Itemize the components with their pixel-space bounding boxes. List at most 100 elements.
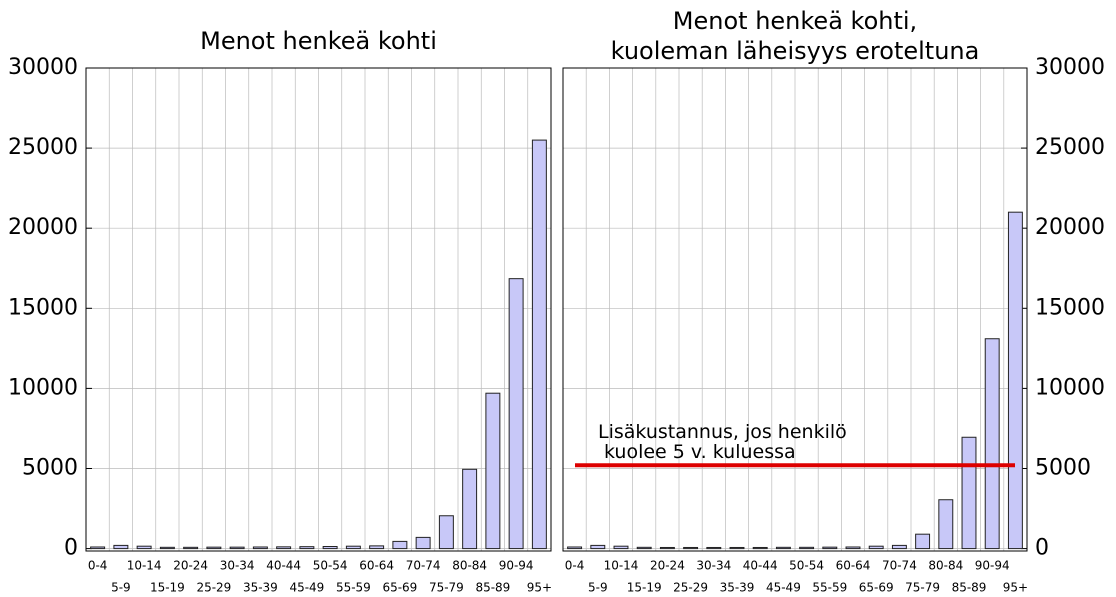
bar xyxy=(845,546,861,550)
bar xyxy=(415,536,431,550)
x-tick-label: 0-4 xyxy=(565,559,585,573)
x-tick-label: 45-49 xyxy=(766,581,801,595)
bar xyxy=(531,139,547,550)
bar xyxy=(961,436,977,550)
x-tick-label: 60-64 xyxy=(359,559,394,573)
bar xyxy=(729,546,745,550)
y-tick-label: 25000 xyxy=(1035,135,1105,160)
x-tick-label: 95+ xyxy=(1003,581,1028,595)
y-tick-label: 5000 xyxy=(22,455,78,480)
x-tick-label: 95+ xyxy=(527,581,552,595)
bar xyxy=(159,546,175,550)
x-tick-label: 40-44 xyxy=(743,559,778,573)
plot-frame xyxy=(562,67,1028,552)
x-tick-label: 20-24 xyxy=(650,559,685,573)
bar xyxy=(984,338,1000,550)
bar xyxy=(438,515,454,550)
x-tick-label: 30-34 xyxy=(220,559,255,573)
bar xyxy=(891,544,907,550)
x-tick-label: 5-9 xyxy=(111,581,131,595)
bar xyxy=(322,546,338,550)
x-tick-label: 90-94 xyxy=(499,559,534,573)
bar xyxy=(938,499,954,550)
x-tick-label: 20-24 xyxy=(173,559,208,573)
y-tick-label: 10000 xyxy=(1035,375,1105,400)
x-tick-label: 15-19 xyxy=(627,581,662,595)
bar xyxy=(229,546,245,550)
x-tick-label: 65-69 xyxy=(859,581,894,595)
bar xyxy=(1007,211,1023,550)
bar xyxy=(752,546,768,550)
y-tick-label: 15000 xyxy=(8,295,78,320)
bar xyxy=(113,544,129,550)
bar xyxy=(868,545,884,550)
bar xyxy=(136,545,152,550)
bar xyxy=(345,545,361,550)
x-tick-label: 50-54 xyxy=(313,559,348,573)
x-tick-label: 55-59 xyxy=(812,581,847,595)
y-tick-label: 20000 xyxy=(1035,215,1105,240)
x-tick-label: 5-9 xyxy=(588,581,608,595)
bar xyxy=(462,468,478,550)
y-tick-label: 0 xyxy=(64,536,78,561)
y-tick-label: 10000 xyxy=(8,375,78,400)
x-tick-label: 75-79 xyxy=(429,581,464,595)
bar xyxy=(567,546,583,550)
y-tick-label: 30000 xyxy=(1035,55,1105,80)
x-tick-label: 70-74 xyxy=(406,559,441,573)
bar xyxy=(508,278,524,550)
bar xyxy=(369,545,385,550)
bar xyxy=(683,546,699,550)
x-tick-label: 45-49 xyxy=(289,581,324,595)
bar xyxy=(636,546,652,550)
bar xyxy=(183,546,199,550)
bar xyxy=(799,546,815,550)
bar xyxy=(822,546,838,550)
bar xyxy=(775,546,791,550)
bar xyxy=(659,546,675,550)
chart-title: kuoleman läheisyys eroteltuna xyxy=(611,37,980,65)
annotation: kuolee 5 v. kuluessa xyxy=(604,441,796,463)
chart-title: Menot henkeä kohti, xyxy=(673,7,917,35)
bar xyxy=(206,546,222,550)
y-tick-label: 25000 xyxy=(8,135,78,160)
x-tick-label: 50-54 xyxy=(789,559,824,573)
bar xyxy=(252,546,268,550)
x-tick-label: 75-79 xyxy=(905,581,940,595)
x-tick-label: 35-39 xyxy=(720,581,755,595)
bar xyxy=(706,546,722,550)
x-tick-label: 55-59 xyxy=(336,581,371,595)
x-tick-label: 80-84 xyxy=(928,559,963,573)
x-tick-label: 25-29 xyxy=(673,581,708,595)
bar xyxy=(613,545,629,550)
bar xyxy=(90,546,106,550)
x-tick-label: 80-84 xyxy=(452,559,487,573)
x-tick-label: 85-89 xyxy=(952,581,987,595)
y-tick-label: 5000 xyxy=(1035,455,1091,480)
bar xyxy=(299,546,315,550)
annotation: Lisäkustannus, jos henkilö xyxy=(598,421,847,443)
y-tick-label: 15000 xyxy=(1035,295,1105,320)
bar xyxy=(276,546,292,550)
bar xyxy=(392,540,408,550)
x-tick-label: 85-89 xyxy=(475,581,510,595)
y-tick-label: 0 xyxy=(1035,536,1049,561)
x-tick-label: 65-69 xyxy=(382,581,417,595)
x-tick-label: 15-19 xyxy=(150,581,185,595)
x-tick-label: 10-14 xyxy=(604,559,639,573)
x-tick-label: 70-74 xyxy=(882,559,917,573)
bar xyxy=(915,533,931,550)
chart-title: Menot henkeä kohti xyxy=(200,27,437,55)
x-tick-label: 25-29 xyxy=(196,581,231,595)
x-tick-label: 60-64 xyxy=(836,559,871,573)
plot-frame xyxy=(85,67,552,552)
y-tick-label: 20000 xyxy=(8,215,78,240)
x-tick-label: 0-4 xyxy=(88,559,108,573)
x-tick-label: 10-14 xyxy=(127,559,162,573)
bar xyxy=(590,544,606,550)
bar xyxy=(485,392,501,550)
x-tick-label: 90-94 xyxy=(975,559,1010,573)
x-tick-label: 30-34 xyxy=(696,559,731,573)
x-tick-label: 35-39 xyxy=(243,581,278,595)
